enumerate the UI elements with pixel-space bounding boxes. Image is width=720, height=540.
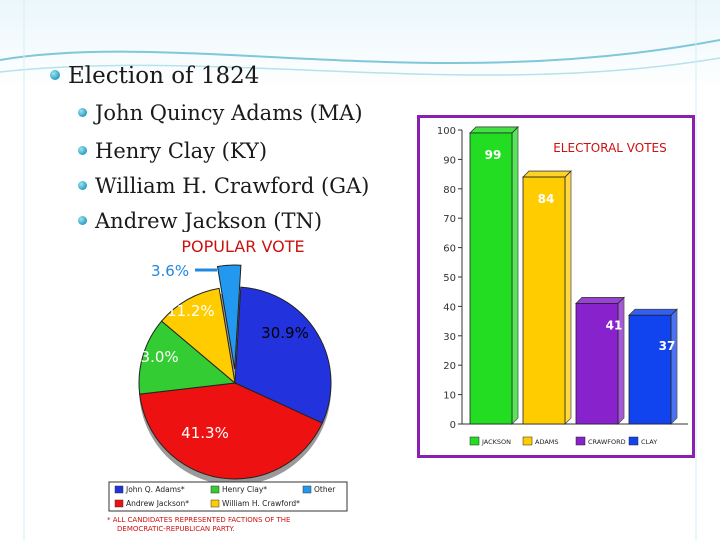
bullet-label: John Quincy Adams (MA) [95, 101, 363, 125]
pie-slice [139, 382, 323, 480]
bullet-icon [78, 108, 87, 117]
title-bullet: Election of 1824 [50, 63, 259, 89]
bullet-label: William H. Crawford (GA) [95, 174, 370, 198]
bar-value-label: 37 [659, 339, 676, 353]
bar-value-label: 99 [485, 148, 502, 162]
bar-y-tick-label: 0 [450, 420, 456, 431]
bar-value-label: 84 [538, 192, 555, 206]
bar-y-tick-label: 60 [443, 244, 456, 255]
electoral-votes-svg: ELECTORAL VOTES 0 10 20 30 40 50 60 70 80 90 100 99 8… [437, 125, 688, 446]
bar-legend-label: JACKSON [481, 438, 511, 446]
bar-legend-label: ADAMS [535, 438, 559, 446]
bullet-item: Henry Clay (KY) [78, 139, 267, 163]
bar-side [564, 170, 572, 425]
bullet-icon [50, 70, 60, 80]
bar-value-label: 41 [606, 318, 623, 332]
pie-slice [234, 286, 332, 424]
bullet-item: Andrew Jackson (TN) [78, 209, 322, 233]
pie-legend-swatch [114, 485, 124, 494]
bar-y-tick-label: 30 [443, 332, 456, 343]
bullet-label: Andrew Jackson (TN) [95, 209, 323, 233]
bullet-icon [78, 181, 87, 190]
electoral-votes-chart: ELECTORAL VOTES 0 10 20 30 40 50 60 70 80 90 100 99 8… [417, 115, 695, 458]
bar-top [575, 297, 625, 304]
pie-legend-swatch [210, 485, 220, 494]
pie-legend-label: Henry Clay* [222, 485, 267, 494]
pie-slice-label: 30.9% [261, 324, 309, 342]
bar-top [628, 308, 678, 316]
bar-y-tick-label: 90 [443, 155, 456, 166]
pie-legend-label: William H. Crawford* [222, 499, 300, 508]
bar-legend-label: CLAY [641, 438, 657, 446]
bar-y-tick-label: 10 [443, 391, 456, 402]
bar-y-tick-label: 100 [437, 126, 456, 137]
bar-side [511, 125, 519, 425]
slide-title: Election of 1824 [68, 63, 260, 89]
bar-y-tick-label: 80 [443, 185, 456, 196]
bar [575, 303, 619, 425]
pie-slice-label: 3.6% [151, 262, 189, 280]
popular-vote-chart: POPULAR VOTE 30.9% 41.3% 13.0% 11.2% 3.6% John… [107, 232, 355, 536]
bar-y-tick-label: 40 [443, 302, 456, 313]
bullet-label: Henry Clay (KY) [95, 139, 268, 163]
pie-slice-label: 13.0% [131, 348, 179, 366]
bar-legend-swatch [628, 436, 639, 446]
pie-legend-swatch [302, 485, 312, 494]
bar-side [617, 296, 625, 425]
pie-slice [138, 320, 237, 395]
bar-legend-swatch [522, 436, 533, 446]
pie-slice-label: 41.3% [181, 424, 229, 442]
bar-legend-swatch [469, 436, 480, 446]
pie-legend-swatch [114, 499, 124, 508]
pie-slice [216, 264, 242, 370]
pie-legend-label: Andrew Jackson* [126, 499, 189, 508]
bullet-item: John Quincy Adams (MA) [78, 101, 363, 125]
bar-legend-label: CRAWFORD [588, 438, 626, 446]
bullet-icon [78, 146, 87, 155]
popular-vote-svg: POPULAR VOTE 30.9% 41.3% 13.0% 11.2% 3.6% John… [107, 237, 348, 533]
bullet-icon [78, 216, 87, 225]
bar [469, 132, 513, 425]
bar-top [469, 126, 519, 134]
bar [628, 314, 672, 425]
bar-title: ELECTORAL VOTES [553, 141, 667, 155]
bar-y-tick-label: 50 [443, 273, 456, 284]
pie-slice-label: 11.2% [167, 302, 215, 320]
pie-footnote: DEMOCRATIC-REPUBLICAN PARTY. [117, 525, 235, 533]
bar-side [670, 308, 678, 425]
pie-legend: John Q. Adams* Henry Clay* Other Andrew Jac… [108, 481, 348, 512]
pie-slice [160, 287, 236, 385]
bar-top [522, 170, 572, 178]
bar-y-tick-label: 70 [443, 214, 456, 225]
pie-footnote: * ALL CANDIDATES REPRESENTED FACTIONS OF… [107, 516, 290, 524]
bar [522, 176, 566, 425]
bullet-item: William H. Crawford (GA) [78, 174, 369, 198]
pie-legend-label: Other [314, 485, 336, 494]
bar-y-tick-label: 20 [443, 361, 456, 372]
bar-legend-swatch [575, 436, 586, 446]
pie-legend-swatch [210, 499, 220, 508]
pie-title: POPULAR VOTE [181, 237, 304, 256]
pie-legend-label: John Q. Adams* [125, 485, 185, 494]
